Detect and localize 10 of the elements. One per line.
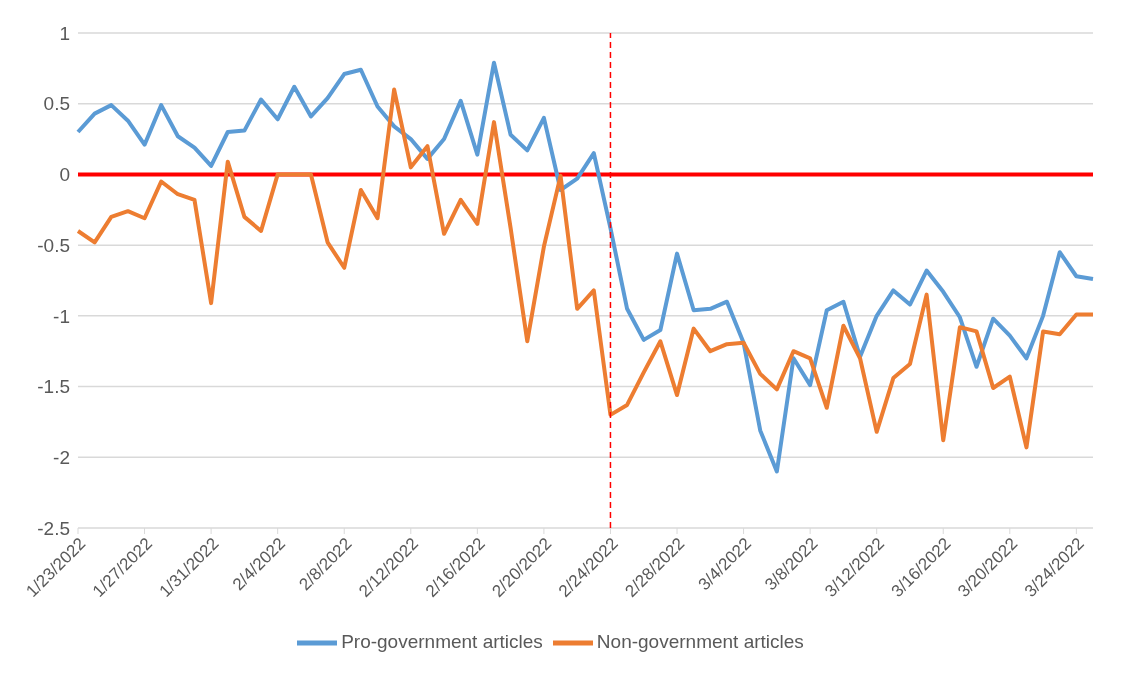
y-tick-label: -2.5	[37, 517, 70, 539]
y-tick-label: -2	[53, 447, 70, 469]
y-tick-label: 0	[59, 164, 70, 186]
y-tick-label: -1	[53, 305, 70, 327]
legend-label: Pro-government articles	[341, 631, 543, 653]
y-tick-label: -1.5	[37, 376, 70, 398]
y-tick-label: 1	[59, 22, 70, 44]
y-tick-label: 0.5	[43, 93, 70, 115]
y-tick-label: -0.5	[37, 234, 70, 256]
legend-label: Non-government articles	[596, 631, 804, 653]
